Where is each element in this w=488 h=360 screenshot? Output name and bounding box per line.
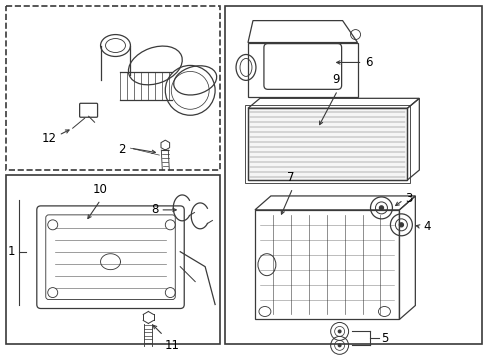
Text: 11: 11 (164, 339, 179, 352)
Text: 10: 10 (93, 183, 108, 196)
Bar (247, 108, 407, 180)
Bar (6, 175, 220, 345)
Text: 12: 12 (41, 132, 56, 145)
Text: 7: 7 (286, 171, 294, 184)
Text: 9: 9 (331, 73, 339, 86)
Circle shape (379, 206, 383, 210)
Text: 3: 3 (405, 193, 412, 206)
Circle shape (399, 223, 403, 227)
Text: 1: 1 (7, 245, 15, 258)
Bar (254, 210, 399, 319)
Text: 6: 6 (365, 56, 372, 69)
Text: 4: 4 (423, 220, 430, 233)
Bar (224, 6, 481, 345)
Bar (247, 108, 407, 180)
Bar (244, 105, 409, 183)
Text: 2: 2 (118, 143, 125, 156)
Circle shape (337, 343, 341, 347)
Text: 5: 5 (381, 332, 388, 345)
Circle shape (337, 329, 341, 333)
Bar (6, 6, 220, 170)
Text: 8: 8 (151, 203, 158, 216)
